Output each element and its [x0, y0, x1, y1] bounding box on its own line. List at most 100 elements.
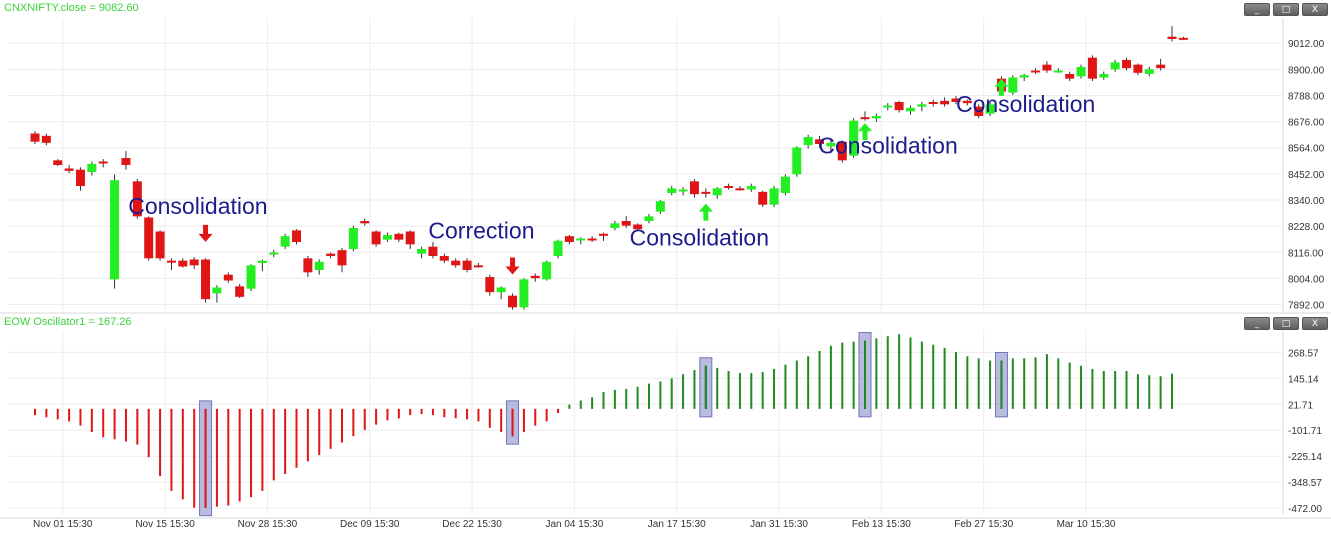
- oscillator-tick-label: -225.14: [1288, 452, 1322, 463]
- candle-down: [451, 260, 461, 266]
- candle-down: [394, 233, 404, 240]
- candle-up: [917, 104, 927, 107]
- candle-up: [985, 104, 995, 114]
- candle-down: [144, 217, 154, 259]
- maximize-button[interactable]: □: [1273, 317, 1299, 330]
- candle-down: [53, 160, 63, 165]
- candle-up: [826, 142, 836, 147]
- candle-up: [314, 261, 324, 270]
- candle-down: [371, 231, 381, 245]
- minimize-button[interactable]: _: [1244, 317, 1270, 330]
- candle-down: [428, 246, 438, 256]
- candle-down: [621, 221, 631, 226]
- price-pane-title: CNXNIFTY.close = 9082.60: [4, 2, 139, 14]
- candle-up: [678, 189, 688, 192]
- candle-down: [121, 158, 131, 165]
- candle-up: [269, 252, 279, 255]
- oscillator-highlights: [199, 332, 1008, 517]
- candle-down: [201, 259, 211, 300]
- time-tick-label: Nov 28 15:30: [238, 519, 298, 530]
- candle-down: [360, 221, 370, 224]
- price-tick-label: 8564.00: [1288, 144, 1325, 155]
- price-tick-label: 8004.00: [1288, 274, 1325, 285]
- candle-down: [974, 106, 984, 116]
- time-tick-label: Mar 10 15:30: [1057, 519, 1116, 530]
- candle-down: [758, 191, 768, 205]
- candlesticks: [30, 26, 1188, 310]
- oscillator-tick-label: 21.71: [1288, 400, 1313, 411]
- candle-down: [1031, 70, 1041, 73]
- candle-up: [576, 238, 586, 241]
- candle-up: [1053, 70, 1063, 73]
- price-tick-label: 9012.00: [1288, 39, 1325, 50]
- price-tick-label: 8116.00: [1288, 248, 1324, 259]
- candle-down: [223, 274, 233, 281]
- candle-up: [246, 265, 256, 289]
- candle-down: [439, 256, 449, 261]
- chart-annotation: Correction: [428, 218, 534, 244]
- candle-up: [655, 201, 665, 212]
- candle-down: [689, 181, 699, 195]
- time-tick-label: Dec 09 15:30: [340, 519, 400, 530]
- oscillator-tick-label: -348.57: [1288, 478, 1322, 489]
- time-tick-label: Feb 27 15:30: [954, 519, 1013, 530]
- candle-down: [326, 253, 336, 256]
- price-tick-label: 8340.00: [1288, 196, 1325, 207]
- candle-up: [257, 260, 267, 263]
- close-button[interactable]: X: [1302, 317, 1328, 330]
- chart-annotation: Consolidation: [956, 91, 1095, 117]
- candle-up: [382, 235, 392, 240]
- candle-down: [75, 169, 85, 186]
- oscillator-tick-label: 145.14: [1288, 374, 1319, 385]
- candle-down: [166, 260, 176, 263]
- price-tick-label: 8900.00: [1288, 65, 1325, 76]
- candle-up: [553, 240, 563, 256]
- price-tick-label: 7892.00: [1288, 301, 1325, 312]
- candle-up: [519, 279, 529, 308]
- oscillator-tick-label: 268.57: [1288, 348, 1319, 359]
- candle-down: [1065, 74, 1075, 79]
- candle-up: [769, 188, 779, 205]
- candle-down: [701, 191, 711, 194]
- candle-down: [189, 259, 199, 266]
- chart-annotation: Consolidation: [630, 225, 769, 251]
- oscillator-tick-label: -472.00: [1288, 504, 1322, 515]
- candle-up: [883, 105, 893, 108]
- candle-down: [178, 260, 188, 267]
- candle-up: [1019, 75, 1029, 78]
- minimize-button[interactable]: _: [1244, 3, 1270, 16]
- candle-up: [212, 287, 222, 294]
- up-arrow-icon: [698, 203, 713, 221]
- down-arrow-icon: [198, 224, 213, 242]
- signal-arrows: [198, 78, 1009, 275]
- candle-down: [564, 236, 574, 242]
- maximize-button[interactable]: □: [1273, 3, 1299, 16]
- up-arrow-icon: [858, 123, 873, 141]
- oscillator-pane-title: EOW Oscillator1 = 167.26: [4, 316, 132, 328]
- candle-down: [1042, 64, 1052, 71]
- candle-down: [473, 265, 483, 268]
- candle-down: [940, 100, 950, 105]
- candle-up: [87, 163, 97, 172]
- candle-down: [894, 102, 904, 111]
- candle-down: [303, 258, 313, 273]
- candle-up: [849, 120, 859, 156]
- up-arrow-icon: [994, 78, 1009, 96]
- candle-down: [1178, 37, 1188, 40]
- candle-up: [348, 228, 358, 249]
- candle-down: [530, 275, 540, 279]
- price-tick-label: 8676.00: [1288, 118, 1325, 129]
- candle-down: [337, 250, 347, 266]
- time-tick-label: Nov 15 15:30: [135, 519, 195, 530]
- candle-up: [1008, 77, 1018, 93]
- candle-down: [30, 133, 40, 142]
- time-tick-label: Feb 13 15:30: [852, 519, 911, 530]
- close-button[interactable]: X: [1302, 3, 1328, 16]
- candle-down: [405, 231, 415, 245]
- time-tick-label: Jan 31 15:30: [750, 519, 808, 530]
- candle-up: [610, 223, 620, 228]
- candle-up: [110, 180, 120, 280]
- candle-up: [542, 261, 552, 280]
- annotations: Consolidation Correction Consolidation Cons…: [128, 91, 1095, 251]
